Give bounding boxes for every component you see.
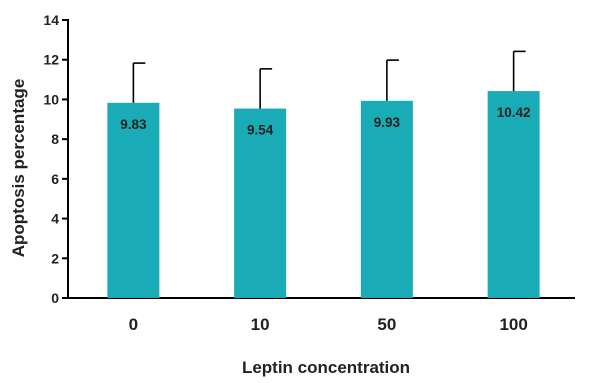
data-labels: 9.83 9.54 9.93 10.42 <box>120 105 530 137</box>
bar-10 <box>234 108 287 298</box>
data-label-50: 9.93 <box>374 115 401 130</box>
data-label-100: 10.42 <box>497 105 531 120</box>
data-label-10: 9.54 <box>247 123 274 138</box>
x-tick-label: 10 <box>251 315 270 334</box>
x-axis-title: Leptin concentration <box>242 358 410 377</box>
data-label-0: 9.83 <box>120 117 147 132</box>
x-tick-label: 0 <box>129 315 138 334</box>
x-axis: 0 10 50 100 <box>67 297 575 334</box>
x-tick-label: 50 <box>377 315 396 334</box>
y-tick-label: 10 <box>43 91 59 107</box>
error-bars <box>132 50 526 109</box>
bar-100 <box>487 91 540 299</box>
y-axis: 0 2 4 6 8 10 12 14 <box>43 12 69 306</box>
y-tick-label: 8 <box>51 131 59 147</box>
x-tick-label: 100 <box>499 315 527 334</box>
y-tick-label: 12 <box>43 52 59 68</box>
y-tick-label: 4 <box>51 211 59 227</box>
y-tick-label: 2 <box>51 250 59 266</box>
bar-50 <box>360 100 413 298</box>
bars <box>107 91 540 299</box>
bar-0 <box>107 102 160 298</box>
y-tick-label: 6 <box>51 171 59 187</box>
y-tick-label: 14 <box>43 12 59 28</box>
y-axis-title: Apoptosis percentage <box>9 79 28 258</box>
y-tick-label: 0 <box>51 290 59 306</box>
